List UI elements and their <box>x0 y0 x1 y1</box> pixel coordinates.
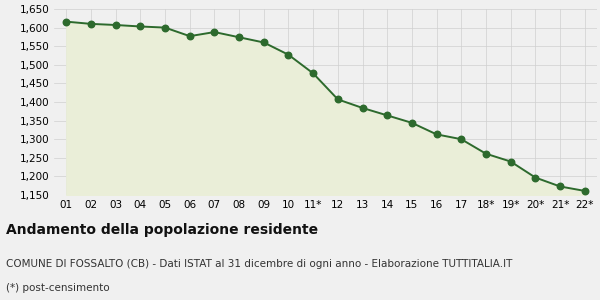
Point <box>530 175 540 180</box>
Point <box>284 52 293 57</box>
Point <box>333 97 343 102</box>
Point <box>259 40 269 45</box>
Point <box>86 22 96 26</box>
Text: Andamento della popolazione residente: Andamento della popolazione residente <box>6 223 318 237</box>
Point <box>160 25 170 30</box>
Point <box>555 184 565 189</box>
Point <box>382 113 392 118</box>
Point <box>235 35 244 40</box>
Point <box>506 159 515 164</box>
Point <box>62 19 71 24</box>
Point <box>185 34 194 39</box>
Point <box>358 106 367 110</box>
Text: COMUNE DI FOSSALTO (CB) - Dati ISTAT al 31 dicembre di ogni anno - Elaborazione : COMUNE DI FOSSALTO (CB) - Dati ISTAT al … <box>6 259 512 269</box>
Point <box>432 132 442 137</box>
Point <box>209 30 219 34</box>
Point <box>407 120 416 125</box>
Point <box>481 151 491 156</box>
Text: (*) post-censimento: (*) post-censimento <box>6 283 110 293</box>
Point <box>308 71 318 76</box>
Point <box>457 137 466 142</box>
Point <box>111 22 121 27</box>
Point <box>580 188 589 193</box>
Point <box>136 24 145 29</box>
